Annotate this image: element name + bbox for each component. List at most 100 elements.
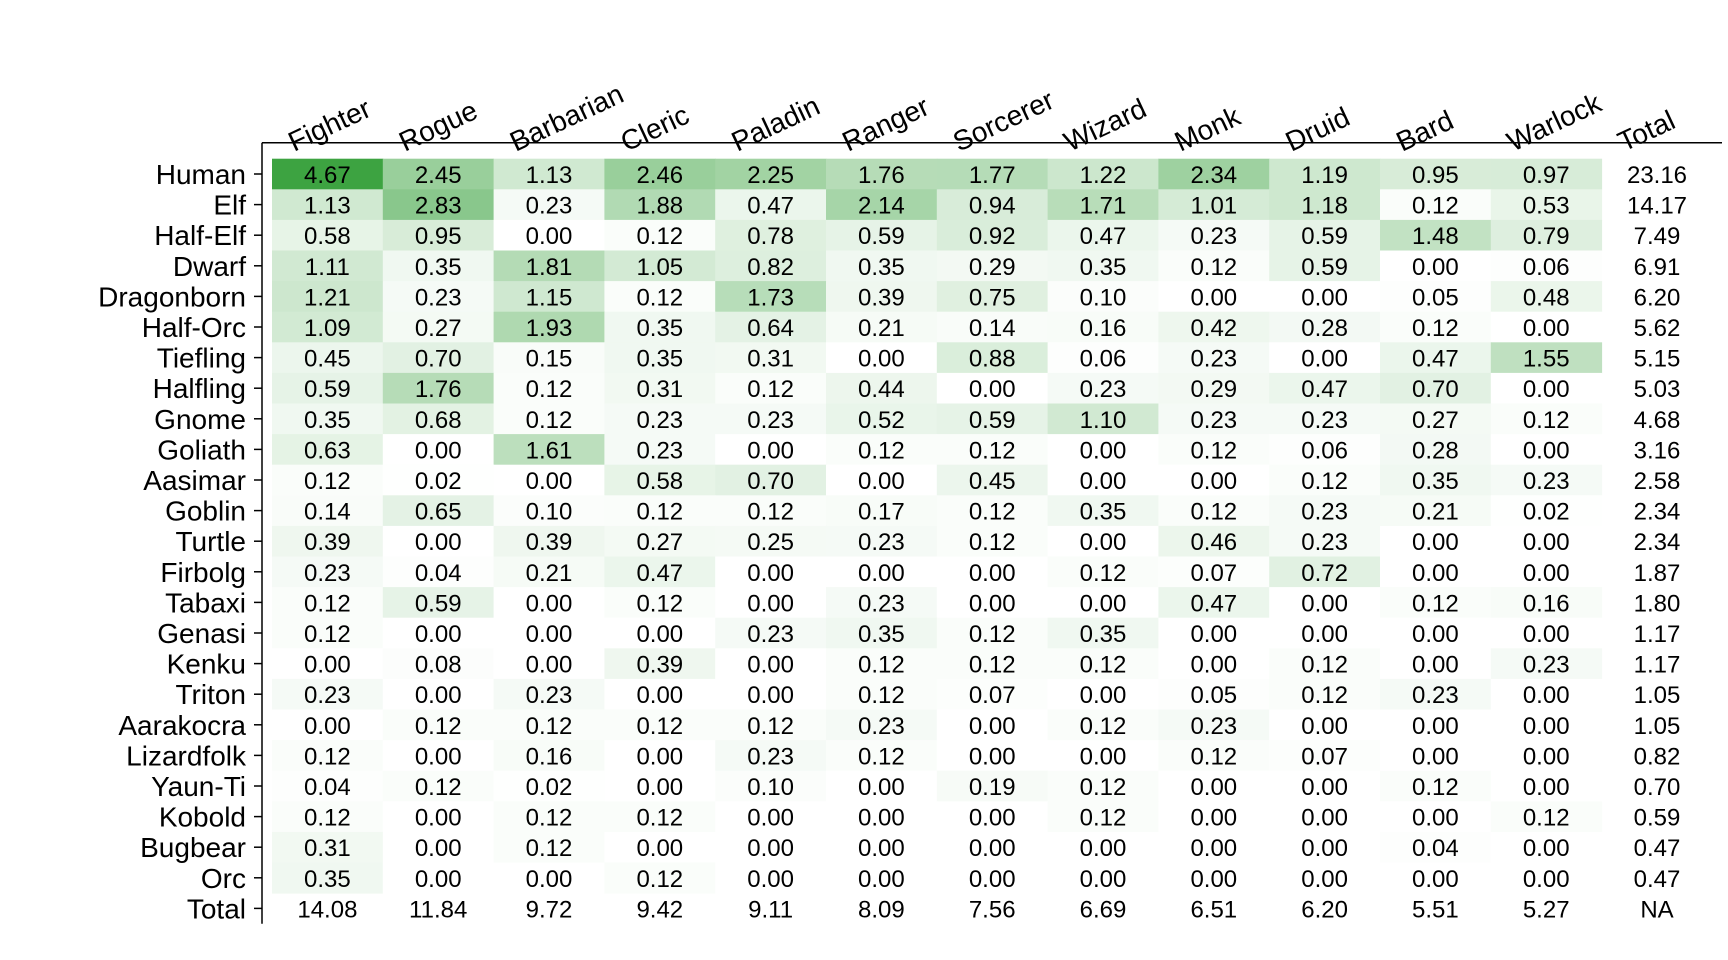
cell-value: 0.00: [1523, 835, 1570, 862]
heatmap-cell: [272, 525, 384, 557]
heatmap-cell: [1269, 862, 1381, 894]
heatmap-cell: [272, 464, 384, 496]
heatmap-cell: [1490, 587, 1603, 619]
cell-value: 0.35: [415, 254, 462, 281]
cell-value: 0.58: [636, 468, 683, 495]
heatmap-cell: [1380, 342, 1492, 374]
heatmap-cell: [1269, 464, 1381, 496]
heatmap-cell: [826, 587, 938, 619]
heatmap-cell: [1047, 862, 1159, 894]
heatmap-cell: [382, 617, 495, 649]
cell-value: 0.00: [526, 621, 573, 648]
cell-value: 0.00: [1190, 774, 1237, 801]
heatmap-cell: [826, 311, 938, 343]
cell-value: 1.88: [636, 193, 683, 220]
cell-value: 0.00: [969, 713, 1016, 740]
cell-value: 1.80: [1634, 590, 1681, 617]
row-label-kobold: Kobold: [159, 802, 246, 833]
cell-value: 0.00: [1080, 682, 1127, 709]
cell-value: 14.08: [297, 896, 357, 923]
cell-value: 0.00: [1190, 652, 1237, 679]
heatmap-cell: [1490, 556, 1603, 588]
cell-value: 0.47: [1634, 835, 1681, 862]
heatmap-cell: [1490, 372, 1603, 404]
heatmap-cell: [493, 617, 605, 649]
cell-value: 0.12: [1412, 774, 1459, 801]
cell-value: 0.00: [1523, 774, 1570, 801]
heatmap-cell: [1380, 403, 1492, 435]
heatmap-cell: [1047, 740, 1159, 772]
heatmap-cell: [936, 831, 1049, 863]
row-label-orc: Orc: [201, 863, 246, 894]
cell-value: 0.47: [1301, 376, 1348, 403]
cell-value: 0.29: [969, 254, 1016, 281]
cell-value: 2.34: [1190, 162, 1237, 189]
heatmap-cell: [272, 403, 384, 435]
heatmap-cell: [1047, 525, 1159, 557]
heatmap-cell: [1490, 189, 1603, 221]
heatmap-cell: [1047, 372, 1159, 404]
heatmap-cell: [1047, 709, 1159, 741]
heatmap-cell: [715, 495, 827, 527]
cell-value: 0.23: [747, 621, 794, 648]
cell-value: 0.00: [1412, 713, 1459, 740]
cell-value: 0.27: [415, 315, 462, 342]
heatmap-cell: [1158, 525, 1270, 557]
heatmap-cell: [1380, 770, 1492, 802]
heatmap-cell: [1158, 219, 1270, 251]
heatmap-cell: [936, 219, 1049, 251]
heatmap-cell: [715, 342, 827, 374]
heatmap-cell: [826, 709, 938, 741]
cell-value: 0.82: [747, 254, 794, 281]
cell-value: 0.23: [636, 437, 683, 464]
cell-value: 0.00: [969, 866, 1016, 893]
cell-value: 0.23: [1080, 376, 1127, 403]
heatmap-cell: [1490, 740, 1603, 772]
heatmap-cell: [1269, 587, 1381, 619]
cell-value: 1.76: [415, 376, 462, 403]
heatmap-cell: [1158, 342, 1270, 374]
row-label-aasimar: Aasimar: [143, 465, 246, 496]
cell-value: 0.04: [415, 560, 462, 587]
row-label-halfling: Halfling: [153, 373, 246, 404]
heatmap-cell: [936, 158, 1049, 190]
cell-value: 1.76: [858, 162, 905, 189]
heatmap-cell: [1158, 831, 1270, 863]
cell-value: 0.00: [1301, 621, 1348, 648]
heatmap-cell: [493, 556, 605, 588]
heatmap-cell: [1490, 158, 1603, 190]
cell-value: 0.00: [1523, 560, 1570, 587]
heatmap-cell: [826, 801, 938, 833]
row-label-tabaxi: Tabaxi: [165, 587, 246, 618]
cell-value: 0.70: [1412, 376, 1459, 403]
cell-value: 0.12: [1301, 652, 1348, 679]
cell-value: 0.95: [1412, 162, 1459, 189]
cell-value: 0.72: [1301, 560, 1348, 587]
row-label-genasi: Genasi: [157, 618, 246, 649]
cell-value: 0.12: [526, 713, 573, 740]
cell-value: 0.10: [747, 774, 794, 801]
cell-value: 0.59: [304, 376, 351, 403]
cell-value: 0.16: [526, 743, 573, 770]
heatmap-cell: [1380, 556, 1492, 588]
cell-value: 0.00: [1412, 652, 1459, 679]
cell-value: 0.23: [858, 713, 905, 740]
heatmap-cell: [604, 158, 716, 190]
cell-value: 0.06: [1301, 437, 1348, 464]
cell-value: 0.70: [747, 468, 794, 495]
heatmap-cell: [1047, 648, 1159, 680]
cell-value: 0.59: [415, 590, 462, 617]
cell-value: 0.14: [304, 499, 351, 526]
heatmap-cell: [1380, 372, 1492, 404]
cell-value: 2.14: [858, 193, 905, 220]
heatmap-cell: [1047, 342, 1159, 374]
cell-value: 0.00: [636, 835, 683, 862]
cell-value: 0.00: [415, 743, 462, 770]
heatmap-cell: [936, 434, 1049, 466]
heatmap-cell: [1269, 434, 1381, 466]
column-label-druid: Druid: [1281, 101, 1355, 157]
cell-value: 0.12: [304, 468, 351, 495]
cell-value: 23.16: [1627, 162, 1687, 189]
cell-value: 0.12: [969, 499, 1016, 526]
cell-value: 0.48: [1523, 284, 1570, 311]
